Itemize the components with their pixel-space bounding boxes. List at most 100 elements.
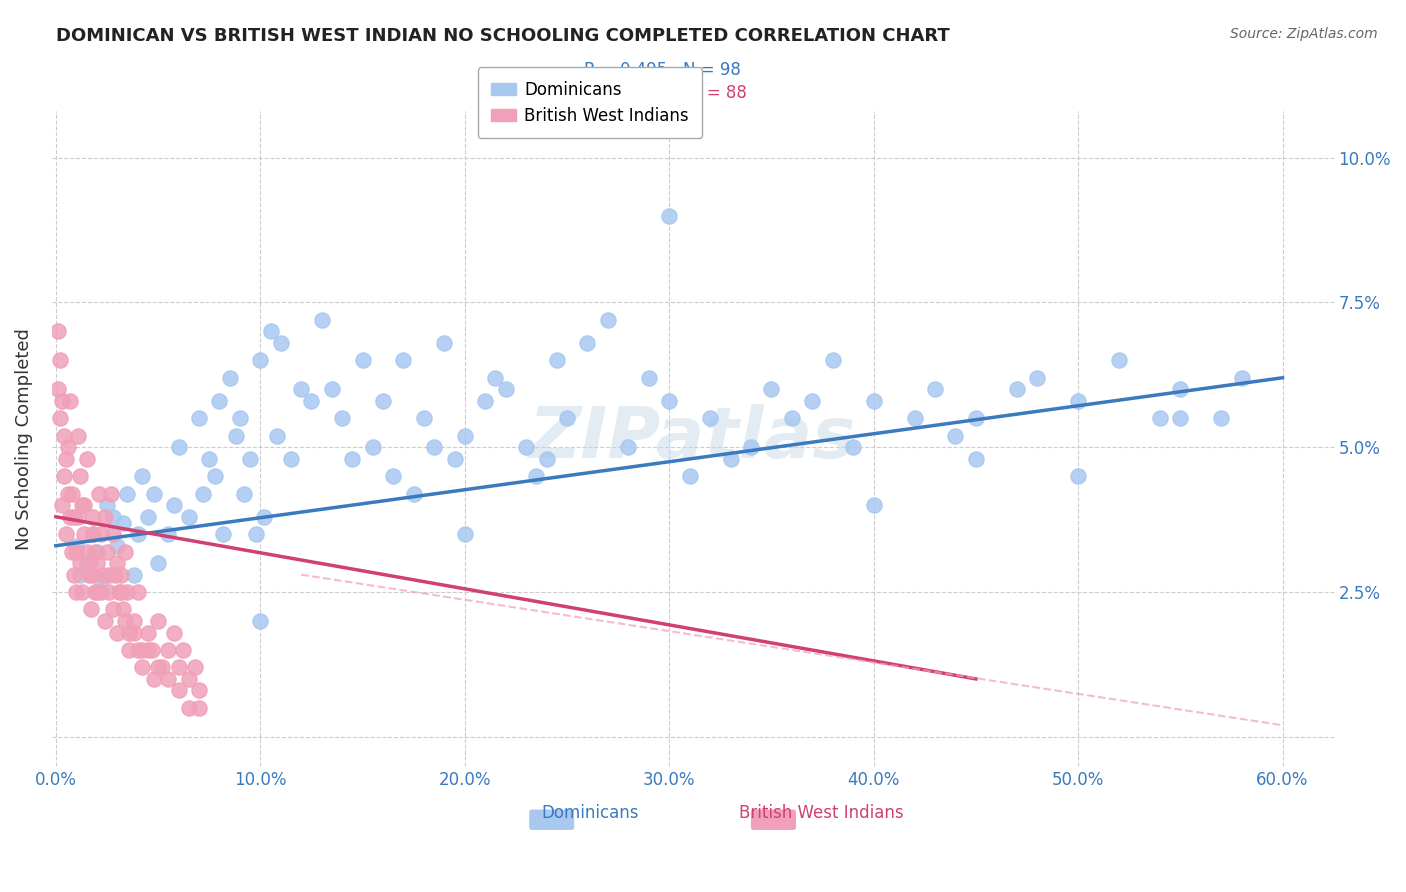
Point (617, 440, 640, 454)
Point (1211, 411, 1233, 425)
Point (65, 539, 87, 553)
Text: Dominicans: Dominicans (541, 804, 638, 822)
Point (69, 567, 91, 582)
Point (720, 451, 742, 466)
Point (1230, 371, 1253, 385)
Point (118, 643, 141, 657)
Point (188, 701, 211, 715)
Point (177, 509, 200, 524)
Point (112, 516, 135, 530)
Point (212, 527, 235, 541)
Point (82, 527, 104, 541)
Point (658, 393, 681, 408)
Point (136, 509, 159, 524)
Point (249, 614, 271, 628)
Point (77, 567, 100, 582)
Point (658, 209, 681, 223)
Point (83, 544, 105, 558)
Point (842, 440, 865, 454)
Text: R = -0.189   N = 88: R = -0.189 N = 88 (583, 84, 747, 103)
Point (51, 393, 73, 408)
Point (127, 585, 149, 599)
Point (596, 313, 619, 327)
Point (484, 371, 506, 385)
Point (780, 411, 803, 425)
Point (46, 382, 69, 396)
Point (127, 643, 149, 657)
Point (146, 614, 169, 628)
Point (122, 614, 145, 628)
Point (122, 567, 145, 582)
Point (412, 411, 434, 425)
Point (136, 643, 159, 657)
Point (433, 336, 456, 351)
Point (117, 585, 139, 599)
Point (177, 701, 200, 715)
Point (55, 527, 77, 541)
Point (100, 486, 122, 500)
Point (63, 567, 86, 582)
Point (94, 509, 117, 524)
Point (146, 556, 169, 570)
Point (55, 451, 77, 466)
Point (77, 556, 100, 570)
Point (402, 486, 425, 500)
Point (87, 486, 110, 500)
Point (86, 585, 108, 599)
Point (862, 498, 884, 512)
Text: R = 0.495   N = 98: R = 0.495 N = 98 (583, 62, 741, 79)
Point (225, 428, 247, 442)
Point (98, 585, 121, 599)
Point (555, 411, 578, 425)
Point (546, 353, 568, 368)
Point (49, 353, 72, 368)
Point (110, 585, 132, 599)
Point (342, 451, 364, 466)
Point (56, 440, 79, 454)
Point (59, 393, 82, 408)
Point (299, 393, 322, 408)
Point (76, 451, 98, 466)
Point (101, 509, 124, 524)
Point (49, 411, 72, 425)
Point (536, 451, 558, 466)
Point (114, 544, 136, 558)
Point (454, 428, 477, 442)
Point (83, 585, 105, 599)
Text: DOMINICAN VS BRITISH WEST INDIAN NO SCHOOLING COMPLETED CORRELATION CHART: DOMINICAN VS BRITISH WEST INDIAN NO SCHO… (56, 27, 950, 45)
Point (311, 313, 333, 327)
Point (1026, 371, 1049, 385)
Point (122, 625, 145, 640)
Point (72, 585, 94, 599)
Point (184, 660, 207, 674)
Point (167, 660, 190, 674)
Point (131, 660, 153, 674)
Point (56, 486, 79, 500)
Point (157, 643, 180, 657)
Text: ZIPatlas: ZIPatlas (529, 404, 856, 473)
Point (131, 643, 153, 657)
Point (108, 585, 131, 599)
Point (801, 393, 824, 408)
Point (76, 544, 98, 558)
Point (270, 336, 292, 351)
Point (146, 660, 169, 674)
Point (150, 660, 173, 674)
Point (454, 527, 477, 541)
Point (104, 567, 127, 582)
Point (965, 451, 987, 466)
Point (143, 486, 166, 500)
Point (94, 614, 117, 628)
Point (188, 683, 211, 698)
Point (371, 393, 394, 408)
Point (740, 440, 762, 454)
Point (177, 672, 200, 686)
Point (72, 498, 94, 512)
Point (82, 527, 104, 541)
Text: Source: ZipAtlas.com: Source: ZipAtlas.com (1230, 27, 1378, 41)
Point (1067, 393, 1090, 408)
Point (73, 498, 96, 512)
Point (678, 469, 700, 483)
Point (204, 469, 226, 483)
Point (1108, 353, 1130, 368)
